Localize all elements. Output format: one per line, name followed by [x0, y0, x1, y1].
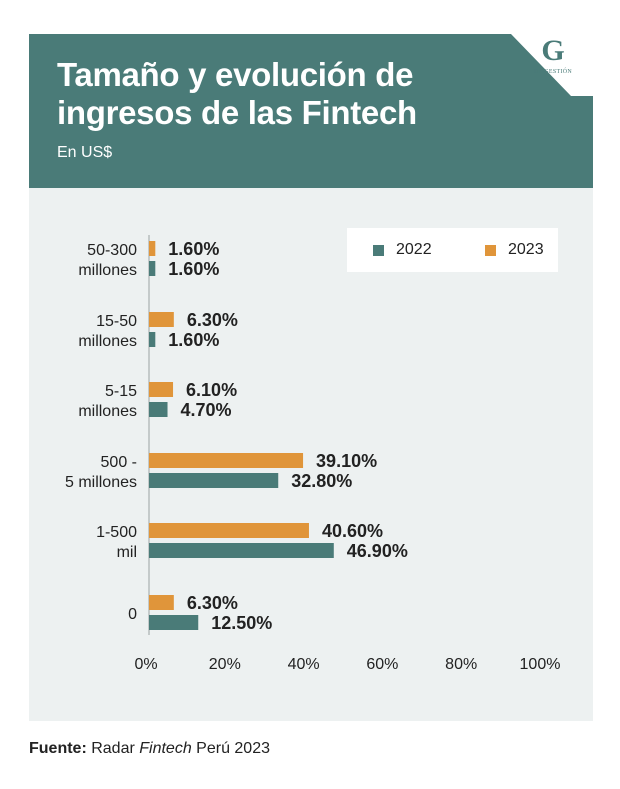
- bar-2023: [149, 523, 309, 538]
- bar-2023: [149, 241, 156, 256]
- data-label-2022: 46.90%: [347, 541, 408, 561]
- legend-swatch-2022: [373, 244, 384, 256]
- x-tick-label: 60%: [366, 656, 398, 673]
- category-label: 15-50: [96, 313, 137, 330]
- bar-chart: 0% 20% 40% 60% 80% 100%50-300millones1.60%1.6…: [65, 235, 561, 673]
- title-line-2: ingresos de las Fintech: [57, 94, 417, 131]
- data-label-2023: 6.30%: [187, 310, 238, 330]
- legend-item-2023: 2023: [485, 241, 544, 259]
- bar-2022: [149, 332, 156, 347]
- bar-2022: [149, 615, 199, 630]
- data-label-2022: 32.80%: [291, 471, 352, 491]
- legend-label-2022: 2022: [396, 241, 432, 258]
- gestion-logo: G DE GESTIÓN: [511, 34, 593, 96]
- legend-swatch-2023: [485, 244, 496, 256]
- source-text-before: Radar: [86, 740, 140, 757]
- x-tick-label: 80%: [445, 656, 477, 673]
- category-label: millones: [78, 403, 137, 420]
- category-label: 500 -: [101, 454, 137, 471]
- category-label: millones: [78, 333, 137, 350]
- chart-panel: 0% 20% 40% 60% 80% 100% 50-300 millones 1.60% 1.6…: [29, 188, 593, 721]
- legend-label-2023: 2023: [508, 241, 544, 258]
- x-tick-label: 0%: [134, 656, 157, 673]
- logo-letter: G: [541, 34, 565, 67]
- bar-2022: [149, 402, 168, 417]
- source-text-italic: Fintech: [139, 740, 192, 757]
- data-label-2023: 6.30%: [187, 593, 238, 613]
- category-label: millones: [78, 262, 137, 279]
- category-label: 1-500: [96, 524, 137, 541]
- x-tick-label: 100%: [520, 656, 561, 673]
- title-line-1: Tamaño y evolución de: [57, 56, 414, 93]
- data-label-2023: 39.10%: [316, 451, 377, 471]
- source-text-after: Perú 2023: [191, 740, 270, 757]
- x-tick-label: 40%: [288, 656, 320, 673]
- category-label: 0: [128, 606, 137, 623]
- logo-text: DE GESTIÓN: [533, 69, 573, 75]
- bar-2022: [149, 473, 279, 488]
- data-label-2023: 6.10%: [186, 380, 237, 400]
- data-label-2022: 1.60%: [168, 259, 219, 279]
- bar-2022: [149, 543, 334, 558]
- category-label: 5-15: [105, 383, 137, 400]
- bar-2023: [149, 595, 174, 610]
- category-label: 50-300: [87, 242, 137, 259]
- bar-2023: [149, 453, 304, 468]
- logo-corner-shape: [511, 34, 593, 96]
- data-label-2022: 12.50%: [211, 613, 272, 633]
- source-note: Fuente: Radar Fintech Perú 2023: [29, 740, 270, 758]
- category-label: mil: [117, 544, 137, 561]
- data-label-2022: 1.60%: [168, 330, 219, 350]
- data-label-2023: 1.60%: [168, 239, 219, 259]
- chart-subtitle: En US$: [57, 144, 113, 161]
- source-label: Fuente:: [29, 740, 87, 757]
- legend-item-2022: 2022: [373, 241, 432, 259]
- data-label-2022: 4.70%: [181, 400, 232, 420]
- data-label-2023: 40.60%: [322, 521, 383, 541]
- bar-2023: [149, 312, 174, 327]
- chart-title: Tamaño y evolución de ingresos de las Fi…: [57, 56, 477, 132]
- x-tick-label: 20%: [209, 656, 241, 673]
- category-label: 5 millones: [65, 474, 137, 491]
- bar-2023: [149, 382, 174, 397]
- header-banner: Tamaño y evolución de ingresos de las Fi…: [29, 34, 593, 188]
- chart-legend: 2022 2023: [347, 228, 558, 272]
- bar-2022: [149, 261, 156, 276]
